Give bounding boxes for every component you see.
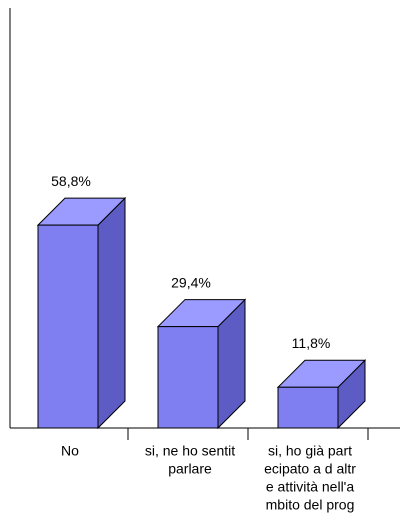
x-tick-label: No xyxy=(61,443,79,459)
x-tick-label: si, ne ho sentit xyxy=(145,443,235,459)
x-tick-label: e attività nell'a xyxy=(266,479,354,495)
x-tick-label: ecipato a d altr xyxy=(264,461,356,477)
x-tick-label: parlare xyxy=(168,461,212,477)
data-label: 58,8% xyxy=(51,173,91,189)
bar-front xyxy=(37,224,99,429)
data-label: 11,8% xyxy=(292,335,331,351)
x-tick-label: mbito del prog xyxy=(266,497,355,513)
bar xyxy=(156,298,247,430)
bar xyxy=(276,359,367,430)
bar-side xyxy=(97,196,126,430)
data-label: 29,4% xyxy=(171,274,211,290)
bar-front xyxy=(157,326,219,429)
bar-front xyxy=(277,386,339,429)
x-tick-label: si, ho già part xyxy=(268,443,352,459)
bar xyxy=(36,196,127,430)
